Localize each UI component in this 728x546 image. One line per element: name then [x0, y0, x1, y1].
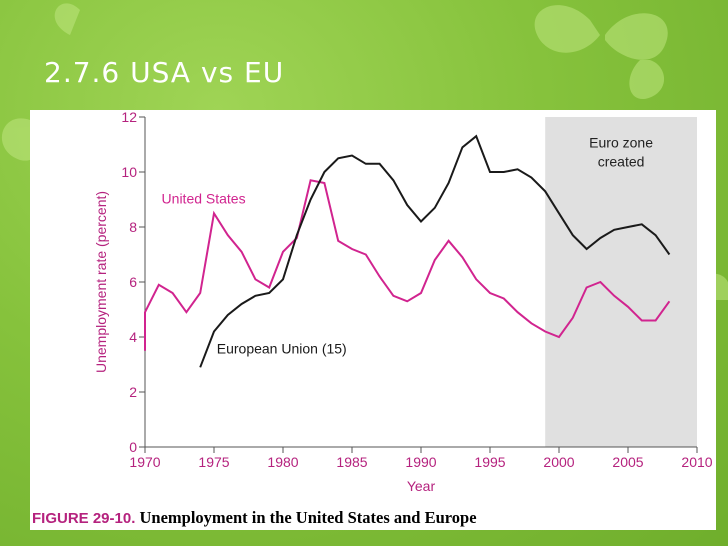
x-tick-label: 1985	[336, 454, 367, 470]
series-line-united-states	[144, 179, 671, 351]
euro-zone-label-line2: created	[598, 154, 645, 170]
euro-zone-label-line1: Euro zone	[589, 134, 653, 150]
y-tick-label: 10	[121, 164, 137, 180]
x-tick-label: 2000	[543, 454, 574, 470]
y-tick-label: 12	[121, 110, 137, 125]
legend-label-european-union: European Union (15)	[217, 341, 347, 357]
series-line-european-union	[199, 134, 671, 368]
y-tick-label: 0	[129, 439, 137, 455]
y-tick-label: 2	[129, 384, 137, 400]
figure-caption-text: Unemployment in the United States and Eu…	[139, 508, 477, 527]
x-tick-label: 1970	[129, 454, 160, 470]
euro-zone-shaded-region	[545, 117, 697, 447]
figure-caption: FIGURE 29-10. Unemployment in the United…	[32, 508, 477, 528]
x-tick-label: 2010	[681, 454, 712, 470]
figure-number: FIGURE 29-10.	[32, 510, 136, 527]
x-axis-title: Year	[407, 478, 436, 494]
legend-label-united-states: United States	[162, 191, 246, 207]
x-tick-label: 1975	[198, 454, 229, 470]
unemployment-chart: 1970 1975 1980 1985 1990 1995 2000 2005 2010 0 2 4…	[93, 110, 713, 494]
y-tick-label: 8	[129, 219, 137, 235]
y-tick-label: 4	[129, 329, 137, 345]
y-tick-label: 6	[129, 274, 137, 290]
x-tick-label: 1980	[267, 454, 298, 470]
x-tick-label: 2005	[612, 454, 643, 470]
x-tick-label: 1990	[405, 454, 436, 470]
y-axis-title: Unemployment rate (percent)	[93, 191, 109, 373]
slide-title: 2.7.6 USA vs EU	[44, 56, 285, 89]
chart-card: 1970 1975 1980 1985 1990 1995 2000 2005 2010 0 2 4…	[30, 110, 716, 530]
x-tick-label: 1995	[474, 454, 505, 470]
